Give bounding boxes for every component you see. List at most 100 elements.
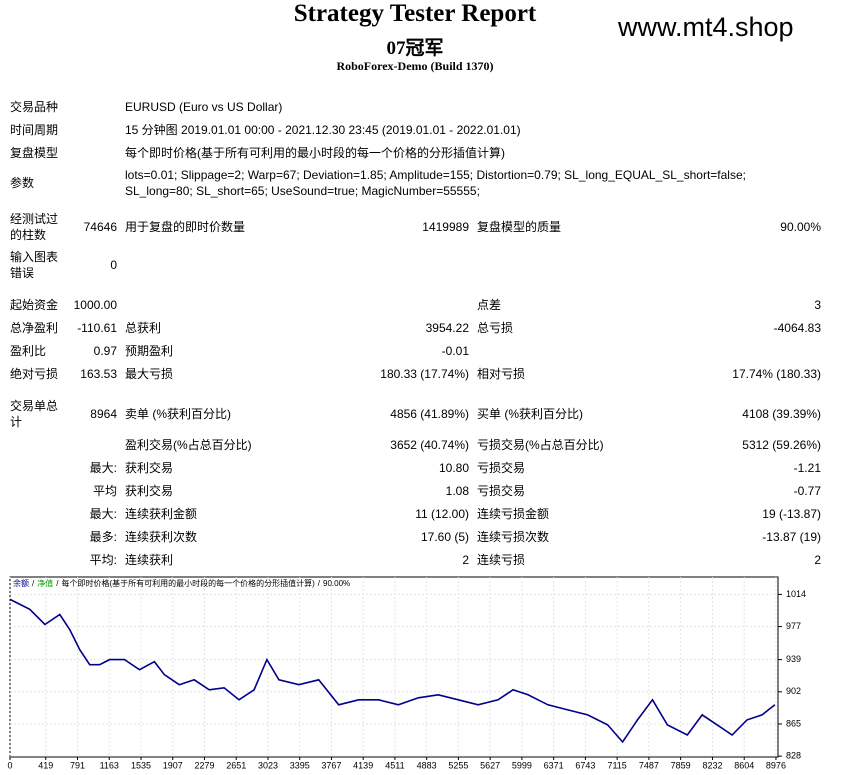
legend-separator: / xyxy=(318,579,321,588)
x-tick-label: 3767 xyxy=(321,760,341,770)
info-label: 时间周期 xyxy=(10,123,59,137)
info-value: EURUSD (Euro vs US Dollar) xyxy=(125,100,283,114)
stat-label: 卖单 (%获利百分比) xyxy=(125,407,231,421)
stat-label: 盈利比 xyxy=(10,344,47,358)
x-tick-label: 419 xyxy=(38,760,53,770)
stat-value: 180.33 (17.74%) xyxy=(380,367,469,381)
x-tick-label: 6371 xyxy=(544,760,564,770)
stat-value: 最多: xyxy=(89,530,117,544)
y-tick-label: 977 xyxy=(786,621,801,631)
stat-value: 10.80 xyxy=(438,461,469,475)
stat-value: 3652 (40.74%) xyxy=(390,438,469,452)
stat-label: 连续亏损次数 xyxy=(477,530,550,544)
stat-label: 亏损交易(%占总百分比) xyxy=(477,438,604,452)
stat-value: 0 xyxy=(110,258,117,272)
stat-label: 连续获利次数 xyxy=(125,530,198,544)
watermark: www.mt4.shop xyxy=(618,12,794,42)
stat-value: 74646 xyxy=(83,220,117,234)
stat-label: 总获利 xyxy=(125,321,162,335)
stat-value: 11 (12.00) xyxy=(415,507,469,521)
stat-value: -110.61 xyxy=(77,321,117,335)
stat-value: 1000.00 xyxy=(73,298,117,312)
info-value: lots=0.01; Slippage=2; Warp=67; Deviatio… xyxy=(125,168,746,198)
stat-value: 2 xyxy=(462,553,469,567)
legend-balance: 余额 xyxy=(13,578,29,588)
stat-value: 2 xyxy=(814,553,821,567)
x-tick-label: 8976 xyxy=(766,760,786,770)
x-tick-label: 2651 xyxy=(226,760,246,770)
stat-label: 预期盈利 xyxy=(125,344,174,358)
x-tick-label: 4511 xyxy=(385,760,404,770)
x-tick-label: 8232 xyxy=(702,760,722,770)
y-tick-label: 939 xyxy=(786,654,801,664)
stat-label: 连续亏损 xyxy=(477,553,526,567)
stat-value: -4064.83 xyxy=(773,321,821,335)
legend-separator: / xyxy=(32,579,35,588)
stat-label: 亏损交易 xyxy=(477,461,526,475)
x-tick-label: 5255 xyxy=(448,760,468,770)
x-tick-label: 1163 xyxy=(100,760,119,770)
stat-value: 1419989 xyxy=(422,220,469,234)
legend: 余额 / 净值 / 每个即时价格(基于所有可利用的最小时段的每一个价格的分形插值计算) /… xyxy=(13,578,350,588)
stat-value: 0.97 xyxy=(93,344,117,358)
stat-value: 17.74% (180.33) xyxy=(732,367,821,381)
info-value: 15 分钟图 2019.01.01 00:00 - 2021.12.30 23:… xyxy=(125,123,521,137)
x-tick-label: 5627 xyxy=(480,760,500,770)
x-tick-label: 4139 xyxy=(353,760,373,770)
plot-area xyxy=(9,576,779,758)
stat-value: 8964 xyxy=(90,407,117,421)
y-tick-label: 828 xyxy=(786,751,801,761)
x-tick-label: 791 xyxy=(70,760,85,770)
stat-value: 3 xyxy=(814,298,821,312)
stat-label: 绝对亏损 xyxy=(10,367,59,381)
x-tick-label: 5999 xyxy=(512,760,532,770)
stat-value: 4108 (39.39%) xyxy=(742,407,821,421)
stat-value: 平均 xyxy=(92,484,117,498)
stat-value: 4856 (41.89%) xyxy=(390,407,469,421)
x-tick-label: 8604 xyxy=(734,760,754,770)
legend-model: 每个即时价格(基于所有可利用的最小时段的每一个价格的分形插值计算) xyxy=(61,578,315,588)
x-tick-label: 2279 xyxy=(194,760,214,770)
stat-value: 163.53 xyxy=(80,367,117,381)
stat-value: 1.08 xyxy=(445,484,469,498)
stat-label: 总净盈利 xyxy=(10,321,59,335)
stat-label: 连续获利 xyxy=(125,553,174,567)
stat-label: 交易单总计 xyxy=(10,399,59,429)
stat-label: 获利交易 xyxy=(125,461,174,475)
stat-value: 90.00% xyxy=(780,220,821,234)
info-value: 每个即时价格(基于所有可利用的最小时段的每一个价格的分形插值计算) xyxy=(125,146,505,160)
stat-value: -0.01 xyxy=(441,344,469,358)
x-tick-label: 1907 xyxy=(163,760,183,770)
legend-separator: / xyxy=(56,579,59,588)
server: RoboForex-Demo (Build 1370) xyxy=(336,59,494,73)
balance-line xyxy=(9,598,776,744)
x-tick-label: 3395 xyxy=(290,760,310,770)
info-label: 参数 xyxy=(10,176,35,190)
stat-value: 平均: xyxy=(89,553,117,567)
x-tick-label: 0 xyxy=(7,760,12,770)
stat-value: 17.60 (5) xyxy=(420,530,469,544)
stat-value: 5312 (59.26%) xyxy=(742,438,821,452)
stat-label: 起始资金 xyxy=(10,298,59,312)
x-tick-label: 7487 xyxy=(639,760,659,770)
stat-value: -0.77 xyxy=(793,484,821,498)
stat-value: -13.87 (19) xyxy=(762,530,821,544)
x-tick-label: 6743 xyxy=(575,760,595,770)
stat-label: 复盘模型的质量 xyxy=(477,220,562,234)
stat-label: 连续亏损金额 xyxy=(477,507,550,521)
stat-label: 经测试过的柱数 xyxy=(10,212,59,242)
x-tick-label: 3023 xyxy=(258,760,278,770)
stat-label: 用于复盘的即时价数量 xyxy=(125,220,246,234)
stat-value: 19 (-13.87) xyxy=(762,507,821,521)
stat-label: 总亏损 xyxy=(477,321,514,335)
x-tick-label: 4883 xyxy=(417,760,437,770)
report-title: Strategy Tester Report xyxy=(293,0,537,27)
stat-label: 输入图表错误 xyxy=(10,250,59,280)
chart: 1014 977 939 902 865 828 0 419 791 1163 1535 1907 22… xyxy=(7,576,806,770)
info-label: 交易品种 xyxy=(10,100,59,114)
stat-label: 最大亏损 xyxy=(125,367,174,381)
info-label: 复盘模型 xyxy=(10,146,59,160)
legend-quality: 90.00% xyxy=(323,579,350,588)
stat-value: 最大: xyxy=(89,461,117,475)
